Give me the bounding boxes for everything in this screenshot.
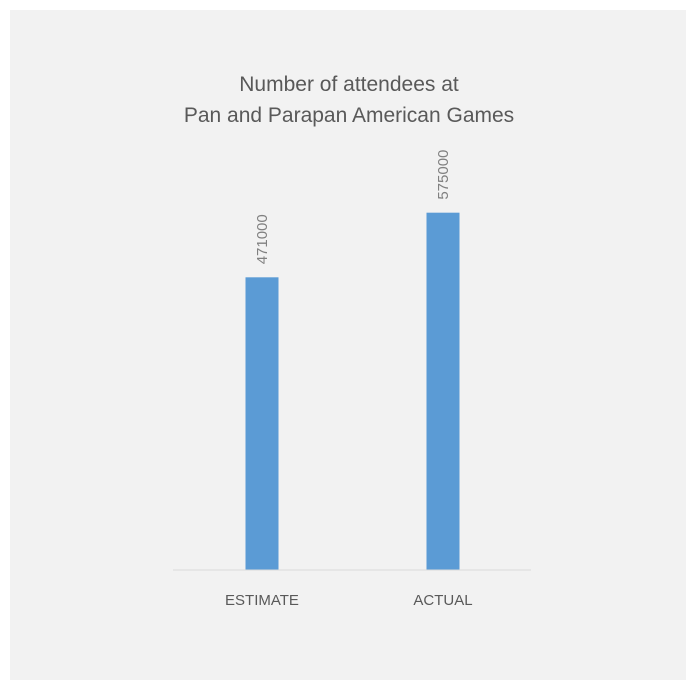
chart-title-line-1: Number of attendees at [239,73,459,96]
data-label-estimate: 471000 [254,214,271,264]
chart-area [10,10,686,680]
bar-actual [426,212,460,570]
bar-estimate [245,277,279,570]
x-tick-label-estimate: ESTIMATE [225,592,299,609]
x-tick-label-actual: ACTUAL [413,592,472,609]
chart-title-line-2: Pan and Parapan American Games [184,104,514,127]
data-label-actual: 575000 [435,150,452,200]
